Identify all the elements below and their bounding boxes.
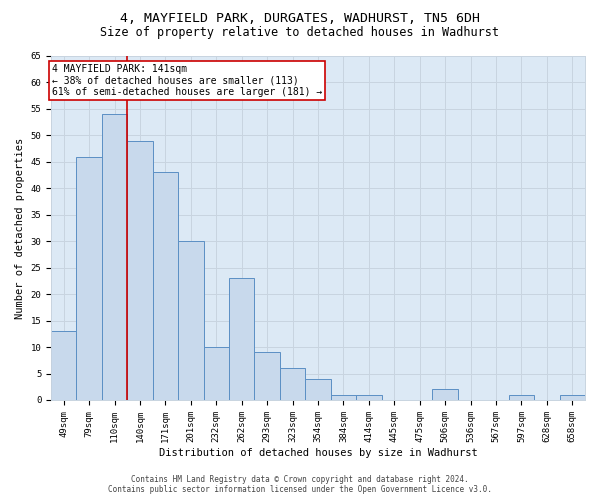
Text: 4, MAYFIELD PARK, DURGATES, WADHURST, TN5 6DH: 4, MAYFIELD PARK, DURGATES, WADHURST, TN… [120,12,480,26]
Bar [229,278,254,400]
Bar [305,379,331,400]
Bar [560,394,585,400]
X-axis label: Distribution of detached houses by size in Wadhurst: Distribution of detached houses by size … [158,448,478,458]
Bar [76,156,102,400]
Y-axis label: Number of detached properties: Number of detached properties [15,138,25,318]
Bar [153,172,178,400]
Text: 4 MAYFIELD PARK: 141sqm
← 38% of detached houses are smaller (113)
61% of semi-d: 4 MAYFIELD PARK: 141sqm ← 38% of detache… [52,64,323,97]
Bar [254,352,280,400]
Bar [51,331,76,400]
Bar [102,114,127,400]
Bar [433,390,458,400]
Bar [331,394,356,400]
Text: Contains HM Land Registry data © Crown copyright and database right 2024.
Contai: Contains HM Land Registry data © Crown c… [108,474,492,494]
Bar [356,394,382,400]
Bar [509,394,534,400]
Bar [280,368,305,400]
Bar [127,140,153,400]
Text: Size of property relative to detached houses in Wadhurst: Size of property relative to detached ho… [101,26,499,39]
Bar [203,347,229,400]
Bar [178,241,203,400]
